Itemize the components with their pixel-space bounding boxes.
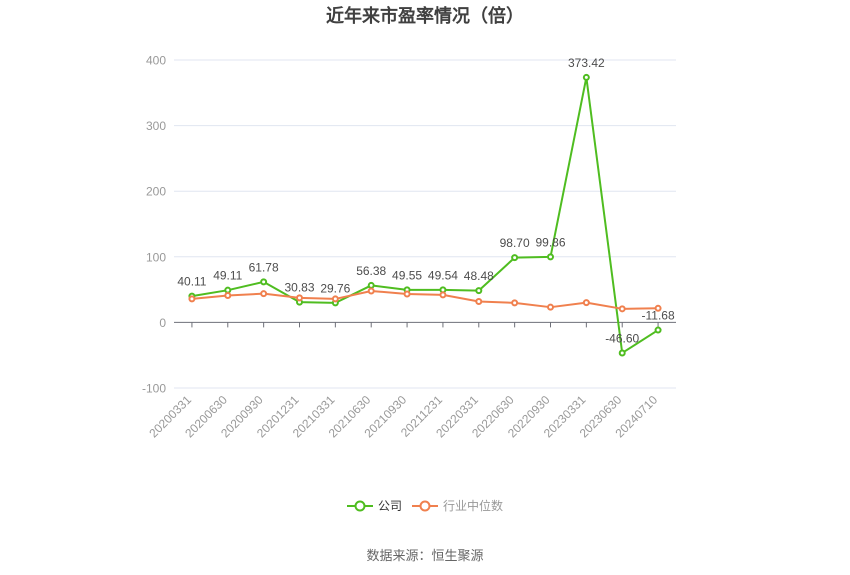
y-axis-label: -100 [142,382,166,396]
y-axis-label: 300 [146,119,166,133]
company-value-label: 48.48 [464,269,494,283]
company-value-label: -46.60 [605,331,639,345]
company-value-label: -11.68 [642,309,675,323]
company-point-8 [475,287,483,295]
company-value-label: 49.55 [392,268,422,282]
company-point-12 [618,349,626,357]
industry-median-point-8 [475,297,483,305]
industry-median-point-11 [582,299,590,307]
data-source: 数据来源：恒生聚源 [366,548,484,563]
company-point-10 [547,253,554,261]
company-point-2 [260,278,268,286]
y-axis-label: 0 [159,316,166,330]
company-value-label: 30.83 [284,281,314,295]
industry-median-point-2 [260,290,268,298]
company-value-label: 49.11 [213,269,242,283]
company-point-1 [224,286,232,294]
industry-median-point-4 [331,295,339,303]
y-axis-label: 400 [146,54,166,68]
industry-median-point-9 [511,299,519,307]
legend-label-company: 公司 [377,499,402,513]
company-series-line [191,76,659,354]
legend-item-company[interactable]: 公司 [346,499,402,513]
company-value-label: 56.38 [356,264,386,278]
industry-median-legend-line-icon [412,500,438,512]
company-point-9 [511,254,519,262]
company-value-label: 29.76 [320,281,350,295]
company-value-label: 40.11 [177,275,206,289]
y-axis-label: 200 [146,185,166,199]
y-axis-label: 100 [146,250,166,264]
company-point-5 [367,281,375,289]
company-value-label: 373.42 [568,56,605,70]
company-point-11 [582,73,590,81]
company-value-label: 99.86 [535,235,565,249]
industry-median-point-6 [403,290,411,298]
industry-median-point-7 [439,291,447,299]
industry-median-point-0 [188,295,196,303]
company-value-label: 61.78 [249,260,279,274]
industry-median-point-3 [296,294,303,302]
legend: 公司 行业中位数 [0,498,850,514]
legend-item-industry-median[interactable]: 行业中位数 [412,499,503,513]
company-value-label: 49.54 [428,268,458,282]
company-value-label: 98.70 [500,236,530,250]
industry-median-series-line [191,289,659,310]
company-point-13 [654,326,662,334]
industry-median-point-13 [654,304,662,312]
industry-median-point-5 [367,287,375,295]
industry-median-point-12 [618,305,626,313]
industry-median-point-10 [547,303,554,311]
legend-label-industry-median: 行业中位数 [443,499,504,513]
company-legend-line-icon [346,500,373,512]
industry-median-point-1 [224,292,232,300]
chart-title: 近年来市盈率情况（倍） [326,6,524,26]
